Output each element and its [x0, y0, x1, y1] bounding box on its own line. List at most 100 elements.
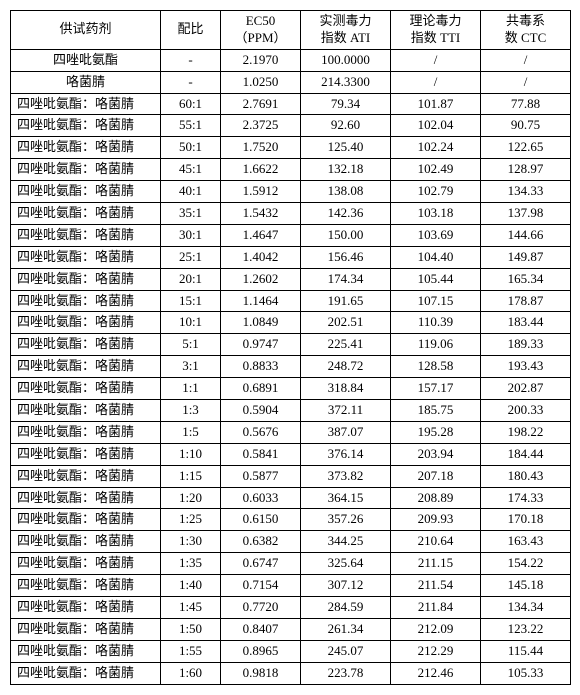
table-row: 四唑吡氨酯：咯菌腈20:11.2602174.34105.44165.34: [11, 268, 571, 290]
cell-ratio: 25:1: [161, 246, 221, 268]
table-row: 四唑吡氨酯：咯菌腈60:12.769179.34101.8777.88: [11, 93, 571, 115]
cell-ctc: 122.65: [481, 137, 571, 159]
cell-ec50: 0.6382: [221, 531, 301, 553]
cell-ratio: 1:1: [161, 378, 221, 400]
cell-ratio: 60:1: [161, 93, 221, 115]
cell-ctc: 193.43: [481, 356, 571, 378]
table-row: 四唑吡氨酯：咯菌腈1:50.5676387.07195.28198.22: [11, 421, 571, 443]
cell-agent: 四唑吡氨酯：咯菌腈: [11, 465, 161, 487]
cell-agent: 四唑吡氨酯：咯菌腈: [11, 443, 161, 465]
table-row: 四唑吡氨酯：咯菌腈1:100.5841376.14203.94184.44: [11, 443, 571, 465]
cell-agent: 四唑吡氨酯：咯菌腈: [11, 115, 161, 137]
cell-ctc: 202.87: [481, 378, 571, 400]
cell-ec50: 2.3725: [221, 115, 301, 137]
cell-ctc: 134.33: [481, 181, 571, 203]
cell-tti: 212.09: [391, 618, 481, 640]
cell-ratio: 1:20: [161, 487, 221, 509]
table-row: 四唑吡氨酯：咯菌腈1:550.8965245.07212.29115.44: [11, 640, 571, 662]
table-header-row: 供试药剂 配比 EC50 （PPM） 实测毒力 指数 ATI 理论毒力 指数 T…: [11, 11, 571, 50]
cell-ati: 142.36: [301, 203, 391, 225]
table-row: 四唑吡氨酯：咯菌腈1:10.6891318.84157.17202.87: [11, 378, 571, 400]
cell-agent: 四唑吡氨酯：咯菌腈: [11, 531, 161, 553]
cell-ec50: 1.7520: [221, 137, 301, 159]
cell-ati: 357.26: [301, 509, 391, 531]
hdr-ec50-l2: （PPM）: [225, 30, 296, 47]
table-row: 四唑吡氨酯：咯菌腈1:450.7720284.59211.84134.34: [11, 597, 571, 619]
cell-ec50: 0.5841: [221, 443, 301, 465]
table-row: 四唑吡氨酯：咯菌腈10:11.0849202.51110.39183.44: [11, 312, 571, 334]
cell-ati: 261.34: [301, 618, 391, 640]
table-body: 四唑吡氨酯-2.1970100.0000//咯菌腈-1.0250214.3300…: [11, 49, 571, 684]
cell-agent: 四唑吡氨酯：咯菌腈: [11, 597, 161, 619]
cell-agent: 四唑吡氨酯：咯菌腈: [11, 400, 161, 422]
cell-agent: 四唑吡氨酯：咯菌腈: [11, 246, 161, 268]
cell-agent: 四唑吡氨酯：咯菌腈: [11, 618, 161, 640]
cell-agent: 咯菌腈: [11, 71, 161, 93]
cell-ratio: 1:25: [161, 509, 221, 531]
table-row: 四唑吡氨酯：咯菌腈1:600.9818223.78212.46105.33: [11, 662, 571, 684]
cell-ctc: 198.22: [481, 421, 571, 443]
table-row: 四唑吡氨酯：咯菌腈1:400.7154307.12211.54145.18: [11, 575, 571, 597]
table-row: 四唑吡氨酯：咯菌腈1:150.5877373.82207.18180.43: [11, 465, 571, 487]
cell-ctc: 115.44: [481, 640, 571, 662]
cell-agent: 四唑吡氨酯：咯菌腈: [11, 421, 161, 443]
cell-ratio: 1:35: [161, 553, 221, 575]
cell-ratio: 1:10: [161, 443, 221, 465]
cell-ctc: 174.33: [481, 487, 571, 509]
table-row: 四唑吡氨酯：咯菌腈45:11.6622132.18102.49128.97: [11, 159, 571, 181]
cell-tti: 128.58: [391, 356, 481, 378]
table-row: 四唑吡氨酯：咯菌腈1:350.6747325.64211.15154.22: [11, 553, 571, 575]
cell-ec50: 0.5676: [221, 421, 301, 443]
cell-agent: 四唑吡氨酯：咯菌腈: [11, 181, 161, 203]
hdr-tti: 理论毒力 指数 TTI: [391, 11, 481, 50]
cell-ati: 191.65: [301, 290, 391, 312]
hdr-ec50-l1: EC50: [225, 13, 296, 30]
cell-tti: 211.15: [391, 553, 481, 575]
cell-ratio: 1:60: [161, 662, 221, 684]
cell-ec50: 1.2602: [221, 268, 301, 290]
cell-tti: 195.28: [391, 421, 481, 443]
cell-ati: 156.46: [301, 246, 391, 268]
cell-ctc: 178.87: [481, 290, 571, 312]
cell-ctc: 180.43: [481, 465, 571, 487]
cell-ctc: 189.33: [481, 334, 571, 356]
cell-tti: 119.06: [391, 334, 481, 356]
cell-ctc: 77.88: [481, 93, 571, 115]
table-row: 四唑吡氨酯：咯菌腈55:12.372592.60102.0490.75: [11, 115, 571, 137]
table-row: 四唑吡氨酯：咯菌腈35:11.5432142.36103.18137.98: [11, 203, 571, 225]
cell-ctc: 137.98: [481, 203, 571, 225]
cell-tti: 102.79: [391, 181, 481, 203]
cell-ctc: 200.33: [481, 400, 571, 422]
cell-ec50: 1.0250: [221, 71, 301, 93]
cell-ratio: 30:1: [161, 224, 221, 246]
cell-ratio: 1:15: [161, 465, 221, 487]
cell-ati: 223.78: [301, 662, 391, 684]
cell-ctc: 128.97: [481, 159, 571, 181]
cell-ati: 307.12: [301, 575, 391, 597]
cell-ec50: 2.7691: [221, 93, 301, 115]
cell-ati: 248.72: [301, 356, 391, 378]
cell-ati: 376.14: [301, 443, 391, 465]
cell-ec50: 1.0849: [221, 312, 301, 334]
cell-ratio: -: [161, 71, 221, 93]
table-row: 四唑吡氨酯：咯菌腈30:11.4647150.00103.69144.66: [11, 224, 571, 246]
cell-ati: 364.15: [301, 487, 391, 509]
cell-tti: 208.89: [391, 487, 481, 509]
cell-tti: 211.84: [391, 597, 481, 619]
hdr-ec50: EC50 （PPM）: [221, 11, 301, 50]
cell-agent: 四唑吡氨酯：咯菌腈: [11, 137, 161, 159]
cell-ctc: 90.75: [481, 115, 571, 137]
cell-ratio: 20:1: [161, 268, 221, 290]
cell-ec50: 1.4647: [221, 224, 301, 246]
cell-ratio: 55:1: [161, 115, 221, 137]
cell-ratio: 1:40: [161, 575, 221, 597]
hdr-ctc-l1: 共毒系: [485, 13, 566, 30]
cell-ratio: 1:30: [161, 531, 221, 553]
cell-ctc: 144.66: [481, 224, 571, 246]
cell-ctc: 149.87: [481, 246, 571, 268]
cell-tti: 102.04: [391, 115, 481, 137]
cell-ati: 132.18: [301, 159, 391, 181]
cell-tti: 104.40: [391, 246, 481, 268]
cell-tti: 102.49: [391, 159, 481, 181]
cell-tti: 212.29: [391, 640, 481, 662]
